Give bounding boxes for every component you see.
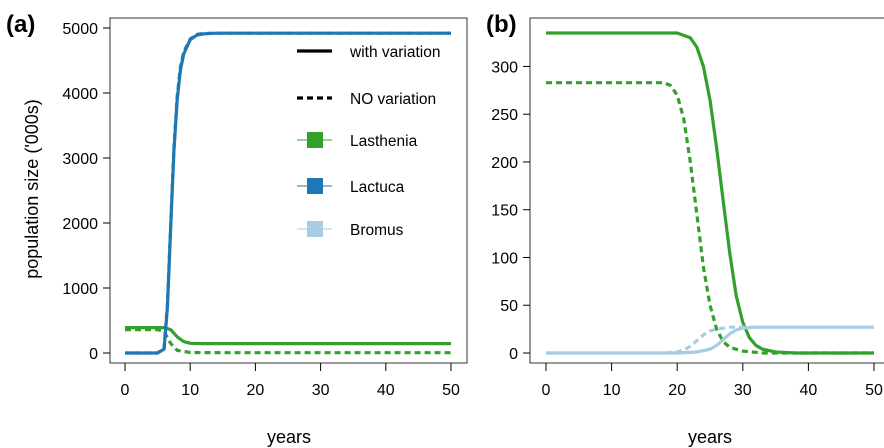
panel-b-plot-frame (529, 17, 884, 364)
panel-b-series-lasthenia-with-variation (546, 31, 874, 355)
panel-a-y-axis-title: population size ('000s) (22, 99, 42, 279)
panel-a-x-axis-title: years (267, 427, 311, 447)
legend-lasthenia-label: Lasthenia (350, 133, 418, 150)
panel-a-y-tick-label-2: 2000 (62, 216, 98, 233)
panel-b-x-tick-label-3: 30 (734, 382, 752, 399)
legend-bromus-swatch (307, 221, 323, 237)
panel-b-y-tick-label-0: 0 (509, 346, 518, 363)
legend-bromus: Bromus (297, 221, 404, 239)
panel-a-y-tick-label-1: 1000 (62, 281, 98, 298)
panel-b-series (546, 31, 874, 355)
legend-lactuca: Lactuca (297, 178, 405, 196)
panel-b-series-bromus-no-variation (546, 325, 874, 355)
legend: with variation NO variation Lasthenia La… (297, 44, 440, 239)
panel-b-y-tick-label-4: 200 (491, 155, 518, 172)
panel-b-y-tick-label-5: 250 (491, 107, 518, 124)
panel-a-series (125, 31, 451, 355)
legend-no-variation-label: NO variation (350, 91, 436, 108)
panel-b: (b) 0 50 100 150 200 250 300 0 10 20 30 40 50 years (486, 11, 884, 447)
panel-b-y-tick-label-3: 150 (491, 203, 518, 220)
panel-a-x-tick-label-4: 40 (377, 382, 395, 399)
legend-with-variation-label: with variation (349, 44, 440, 61)
panel-b-y-tick-label-6: 300 (491, 59, 518, 76)
panel-a-series-lactuca-no-variation (125, 31, 451, 355)
panel-a-y-axis: 0 1000 2000 3000 4000 5000 (62, 21, 110, 363)
legend-lasthenia-swatch (307, 132, 323, 148)
panel-a-x-tick-label-5: 50 (442, 382, 460, 399)
panel-b-y-tick-label-2: 100 (491, 250, 518, 267)
panel-a: (a) 0 1000 2000 3000 4000 5000 0 10 20 30 40 50 po… (6, 11, 468, 447)
panel-b-tag: (b) (486, 11, 517, 38)
panel-a-x-axis: 0 10 20 30 40 50 (121, 363, 460, 399)
panel-b-y-axis: 0 50 100 150 200 250 300 (491, 59, 530, 363)
panel-b-x-tick-label-5: 50 (865, 382, 883, 399)
panel-a-tag: (a) (6, 11, 35, 38)
panel-b-series-lasthenia-no-variation (546, 81, 874, 355)
panel-a-x-tick-label-1: 10 (181, 382, 199, 399)
panel-b-x-axis-title: years (688, 427, 732, 447)
panel-b-x-tick-label-2: 20 (668, 382, 686, 399)
legend-bromus-label: Bromus (350, 222, 404, 239)
panel-a-y-tick-label-5: 5000 (62, 21, 98, 38)
panel-a-plot-frame (109, 17, 468, 364)
panel-a-y-tick-label-4: 4000 (62, 86, 98, 103)
legend-lactuca-label: Lactuca (350, 179, 405, 196)
panel-b-x-tick-label-0: 0 (542, 382, 551, 399)
panel-a-y-tick-label-0: 0 (89, 346, 98, 363)
panel-a-y-tick-label-3: 3000 (62, 151, 98, 168)
panel-a-x-tick-label-3: 30 (312, 382, 330, 399)
panel-a-series-lasthenia-with-variation (125, 326, 451, 346)
panel-b-x-tick-label-1: 10 (603, 382, 621, 399)
panel-b-x-axis: 0 10 20 30 40 50 (542, 363, 883, 399)
legend-lasthenia: Lasthenia (297, 132, 418, 150)
panel-a-x-tick-label-0: 0 (121, 382, 130, 399)
panel-a-series-lasthenia-no-variation (125, 328, 451, 355)
panel-b-y-tick-label-1: 50 (500, 298, 518, 315)
panel-b-series-bromus-with-variation (546, 325, 874, 355)
panel-b-x-tick-label-4: 40 (800, 382, 818, 399)
legend-lactuca-swatch (307, 178, 323, 194)
panel-a-x-tick-label-2: 20 (247, 382, 265, 399)
